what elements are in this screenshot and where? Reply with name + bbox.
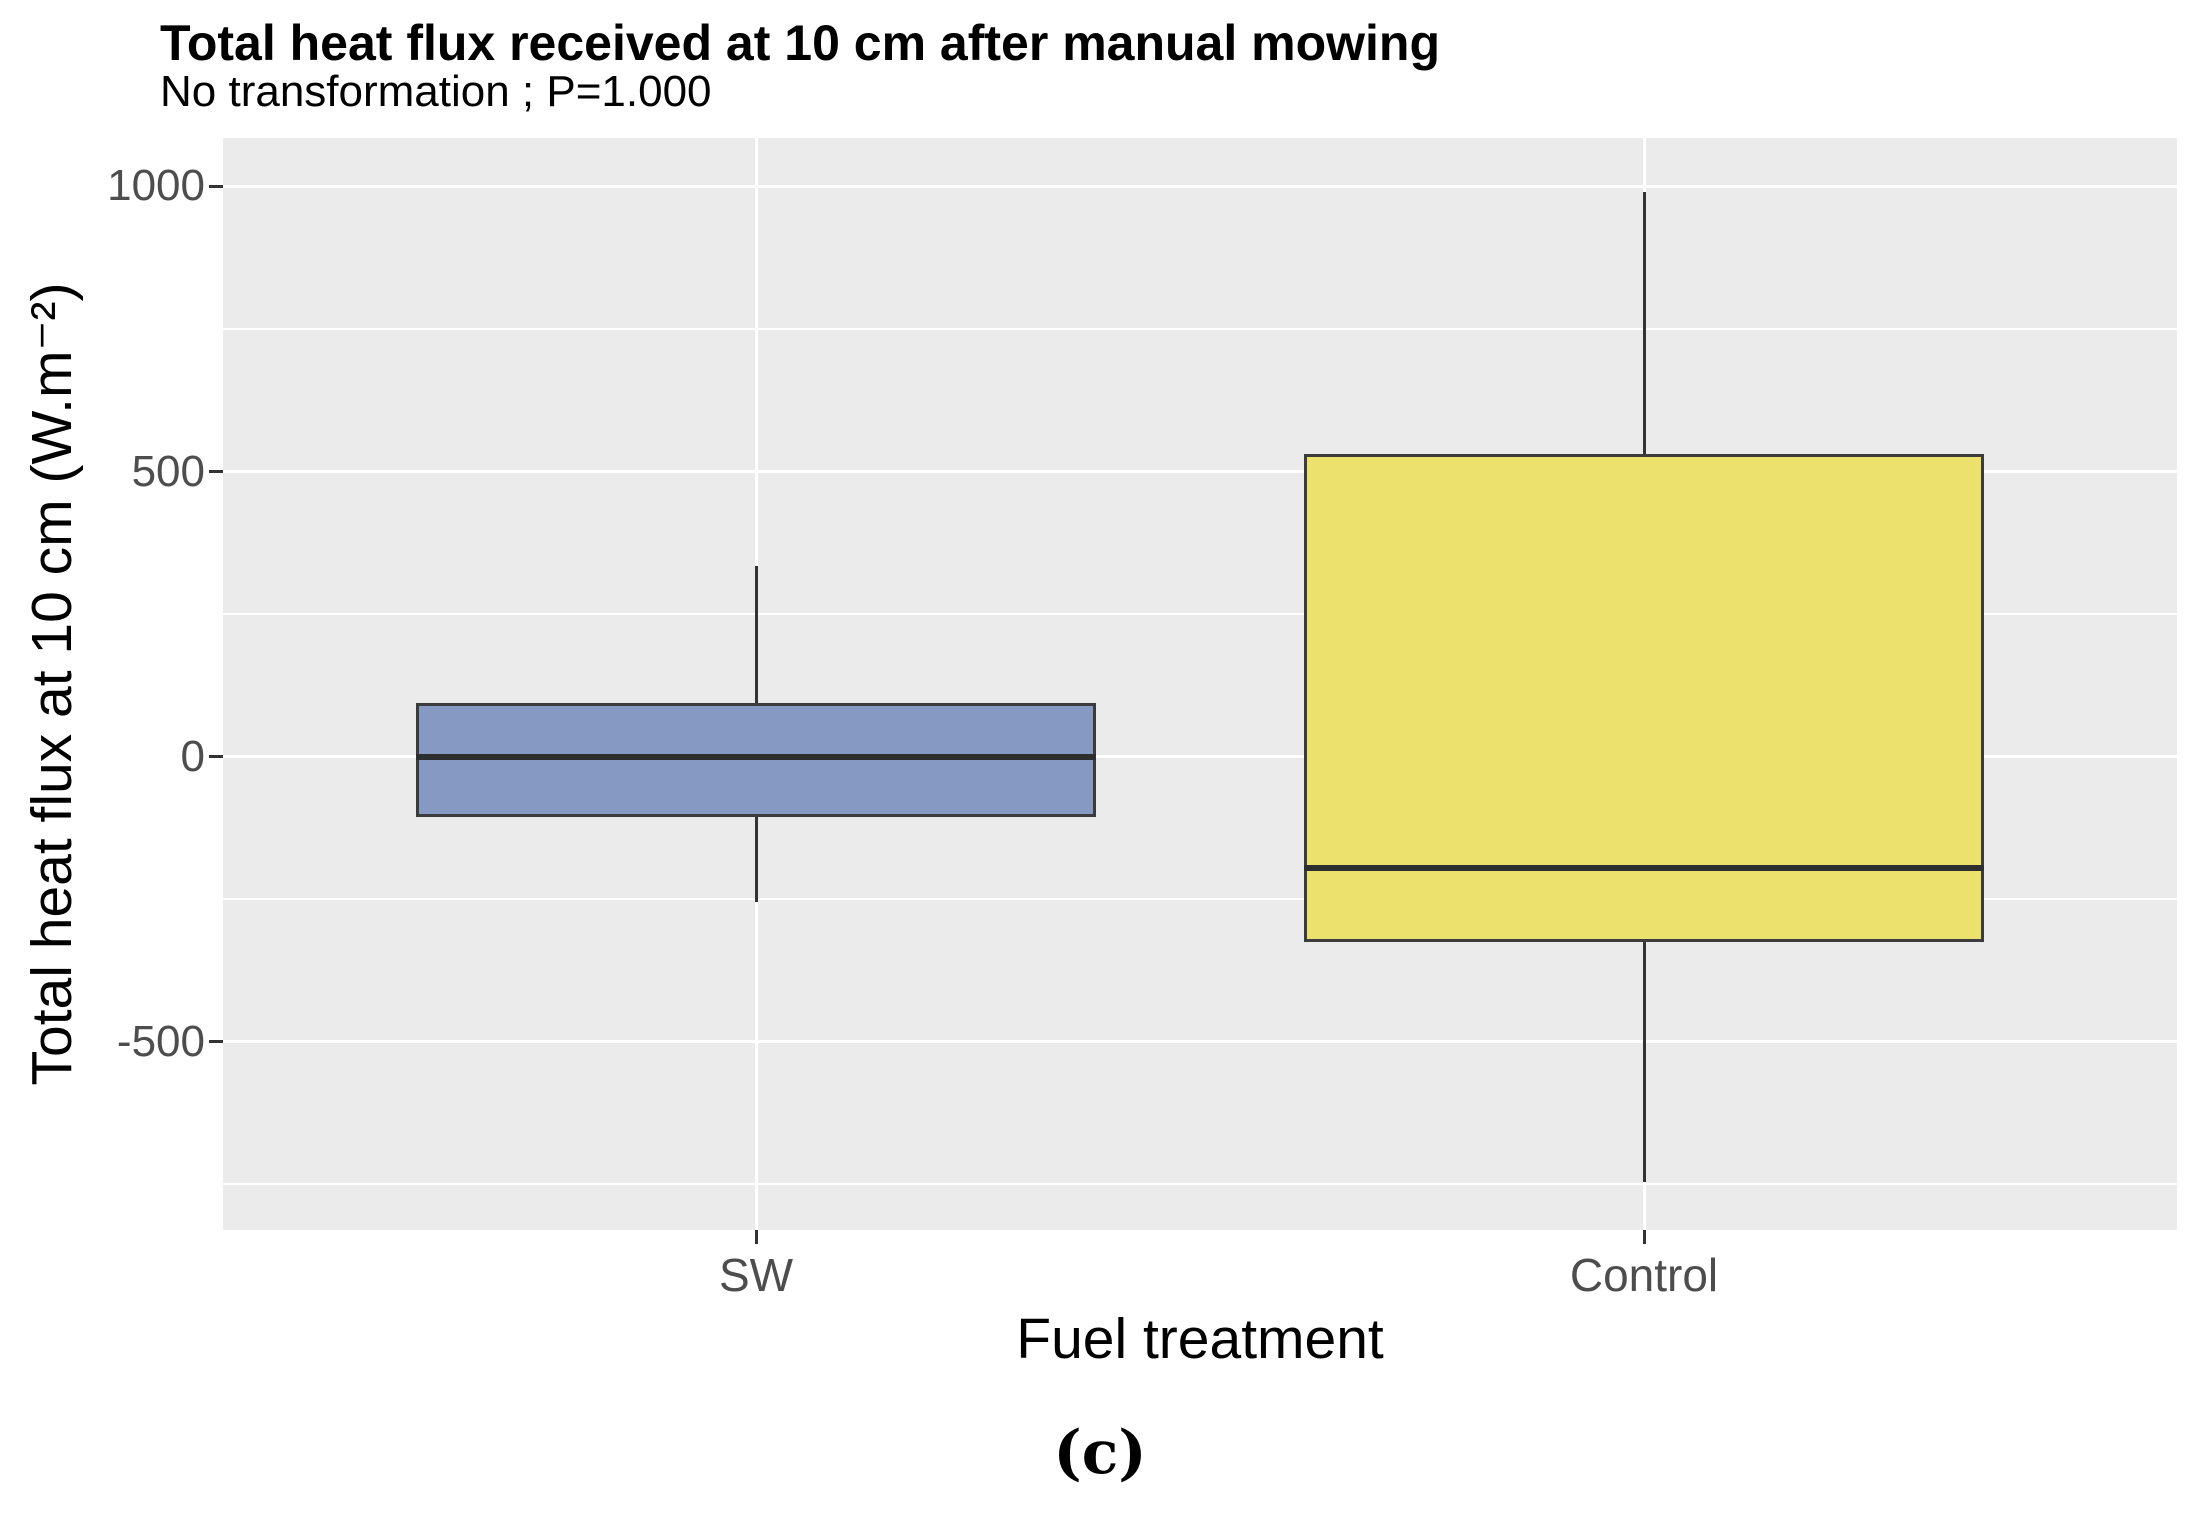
x-tick-mark <box>754 1230 758 1244</box>
y-minor-gridline <box>223 898 2177 901</box>
y-minor-gridline <box>223 1183 2177 1186</box>
y-major-gridline <box>223 184 2177 188</box>
plot-panel <box>223 138 2177 1230</box>
y-tick-mark <box>209 1040 223 1044</box>
y-tick-mark <box>209 755 223 759</box>
y-tick-mark <box>209 184 223 188</box>
y-tick-label: -500 <box>116 1016 205 1066</box>
y-tick-label: 0 <box>180 731 205 781</box>
y-major-gridline <box>223 755 2177 759</box>
plot-title: Total heat flux received at 10 cm after … <box>160 15 1441 71</box>
y-tick-label: 500 <box>131 446 205 496</box>
median-line <box>416 753 1096 760</box>
plot-subtitle: No transformation ; P=1.000 <box>160 67 712 116</box>
x-tick-label: SW <box>718 1249 794 1301</box>
median-line <box>1304 864 1984 871</box>
x-tick-mark <box>1642 1230 1646 1244</box>
y-minor-gridline <box>223 328 2177 331</box>
y-minor-gridline <box>223 613 2177 616</box>
y-axis-title: Total heat flux at 10 cm (W.m⁻²) <box>20 282 84 1086</box>
y-major-gridline <box>223 470 2177 474</box>
y-tick-label: 1000 <box>107 161 205 211</box>
x-axis-title: Fuel treatment <box>1016 1307 1384 1371</box>
x-tick-label: Control <box>1569 1249 1719 1301</box>
y-major-gridline <box>223 1040 2177 1044</box>
figure-caption: (c) <box>1053 1418 1147 1488</box>
box-control <box>1304 454 1984 943</box>
y-tick-mark <box>209 470 223 474</box>
